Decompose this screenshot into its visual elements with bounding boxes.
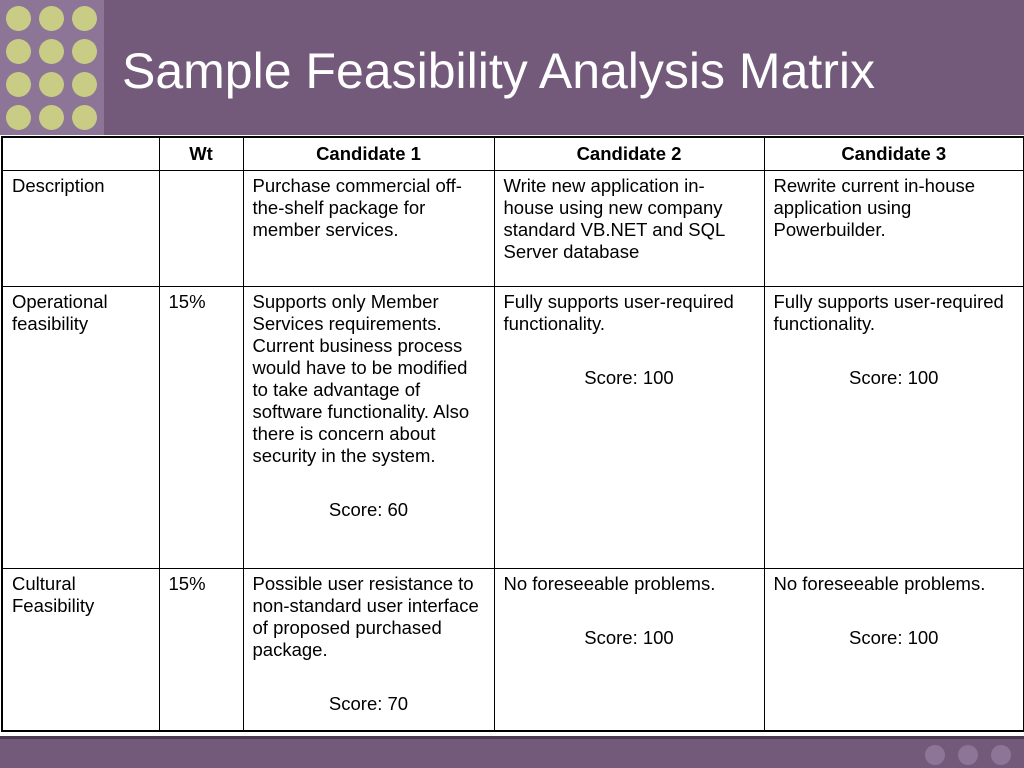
dot-icon <box>72 72 97 97</box>
table-row: Cultural Feasibility 15% Possible user r… <box>1 567 1024 732</box>
score-text: Score: 70 <box>328 692 409 714</box>
table-row: Description Purchase commercial off-the-… <box>1 169 1024 287</box>
candidate-3-cell: Fully supports user-required functionali… <box>763 285 1024 569</box>
dot-icon <box>6 39 31 64</box>
score-text: Score: 100 <box>849 366 939 388</box>
weight-header: Wt <box>158 136 244 171</box>
row-label: Cultural Feasibility <box>1 567 160 732</box>
candidate-1-cell: Possible user resistance to non-standard… <box>242 567 495 732</box>
header-row: Wt Candidate 1 Candidate 2 Candidate 3 <box>1 136 1024 171</box>
cell-text: No foreseeable problems. <box>503 572 716 594</box>
candidate-3-cell: No foreseeable problems. Score: 100 <box>763 567 1024 732</box>
cell-text: Fully supports user-required functionali… <box>503 290 734 334</box>
candidate-1-header: Candidate 1 <box>242 136 495 171</box>
candidate-1-cell: Purchase commercial off-the-shelf packag… <box>242 169 495 287</box>
dot-icon <box>925 745 945 765</box>
dot-icon <box>6 105 31 130</box>
candidate-3-cell: Rewrite current in-house application usi… <box>763 169 1024 287</box>
cell-text: Fully supports user-required functionali… <box>773 290 1004 334</box>
cell-text: Supports only Member Services requiremen… <box>252 290 470 466</box>
cell-text: No foreseeable problems. <box>773 572 986 594</box>
candidate-1-cell: Supports only Member Services requiremen… <box>242 285 495 569</box>
row-weight: 15% <box>158 567 244 732</box>
cell-text: Rewrite current in-house application usi… <box>773 174 976 240</box>
row-weight <box>158 169 244 287</box>
dot-icon <box>39 39 64 64</box>
cell-text: Write new application in-house using new… <box>503 174 725 262</box>
score-text: Score: 100 <box>584 366 674 388</box>
slide-header: Sample Feasibility Analysis Matrix <box>0 0 1024 135</box>
candidate-2-header: Candidate 2 <box>493 136 765 171</box>
candidate-2-cell: Fully supports user-required functionali… <box>493 285 765 569</box>
score-text: Score: 100 <box>584 626 674 648</box>
row-label: Operational feasibility <box>1 285 160 569</box>
feasibility-matrix: Wt Candidate 1 Candidate 2 Candidate 3 D… <box>1 136 1024 732</box>
score-text: Score: 60 <box>328 498 409 520</box>
score-text: Score: 100 <box>849 626 939 648</box>
dot-icon <box>39 6 64 31</box>
slide-title: Sample Feasibility Analysis Matrix <box>122 43 876 99</box>
corner-header <box>1 136 160 171</box>
cell-text: Possible user resistance to non-standard… <box>252 572 479 660</box>
dot-icon <box>72 105 97 130</box>
candidate-2-cell: Write new application in-house using new… <box>493 169 765 287</box>
candidate-3-header: Candidate 3 <box>763 136 1024 171</box>
cell-text: Purchase commercial off-the-shelf packag… <box>252 174 462 240</box>
dot-icon <box>39 72 64 97</box>
row-weight: 15% <box>158 285 244 569</box>
table-row: Operational feasibility 15% Supports onl… <box>1 285 1024 569</box>
dot-icon <box>6 72 31 97</box>
dot-icon <box>958 745 978 765</box>
candidate-2-cell: No foreseeable problems. Score: 100 <box>493 567 765 732</box>
dot-icon <box>72 6 97 31</box>
dot-icon <box>72 39 97 64</box>
dot-icon <box>39 105 64 130</box>
decorative-dot-grid <box>0 0 104 135</box>
row-label: Description <box>1 169 160 287</box>
slide-footer <box>0 736 1024 768</box>
dot-icon <box>6 6 31 31</box>
dot-icon <box>991 745 1011 765</box>
